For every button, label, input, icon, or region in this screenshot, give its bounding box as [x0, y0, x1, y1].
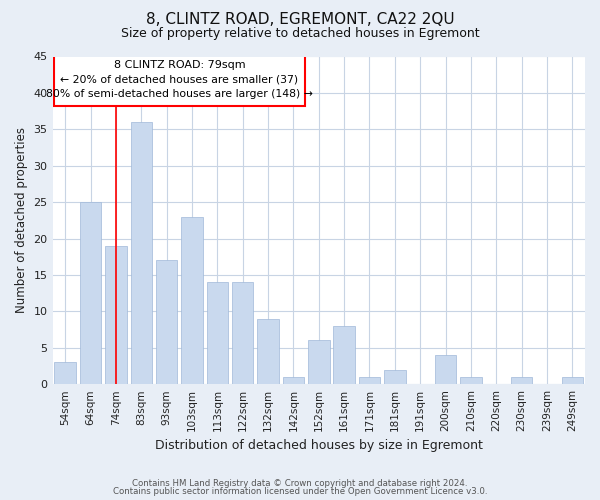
- Bar: [131, 122, 152, 384]
- Y-axis label: Number of detached properties: Number of detached properties: [15, 128, 28, 314]
- Bar: [156, 260, 178, 384]
- Text: Contains public sector information licensed under the Open Government Licence v3: Contains public sector information licen…: [113, 487, 487, 496]
- Bar: [206, 282, 228, 384]
- Bar: [55, 362, 76, 384]
- Text: Size of property relative to detached houses in Egremont: Size of property relative to detached ho…: [121, 28, 479, 40]
- Bar: [181, 216, 203, 384]
- Text: ← 20% of detached houses are smaller (37): ← 20% of detached houses are smaller (37…: [60, 74, 298, 85]
- Bar: [511, 377, 532, 384]
- Bar: [257, 318, 279, 384]
- Bar: [384, 370, 406, 384]
- Text: 80% of semi-detached houses are larger (148) →: 80% of semi-detached houses are larger (…: [46, 90, 313, 100]
- Bar: [562, 377, 583, 384]
- Text: Contains HM Land Registry data © Crown copyright and database right 2024.: Contains HM Land Registry data © Crown c…: [132, 478, 468, 488]
- Bar: [359, 377, 380, 384]
- Bar: [460, 377, 482, 384]
- Bar: [80, 202, 101, 384]
- Bar: [334, 326, 355, 384]
- Bar: [435, 355, 457, 384]
- X-axis label: Distribution of detached houses by size in Egremont: Distribution of detached houses by size …: [155, 440, 483, 452]
- Text: 8, CLINTZ ROAD, EGREMONT, CA22 2QU: 8, CLINTZ ROAD, EGREMONT, CA22 2QU: [146, 12, 454, 28]
- Text: 8 CLINTZ ROAD: 79sqm: 8 CLINTZ ROAD: 79sqm: [113, 60, 245, 70]
- Bar: [283, 377, 304, 384]
- Bar: [308, 340, 329, 384]
- Bar: [232, 282, 253, 384]
- Bar: [54, 53, 305, 106]
- Bar: [105, 246, 127, 384]
